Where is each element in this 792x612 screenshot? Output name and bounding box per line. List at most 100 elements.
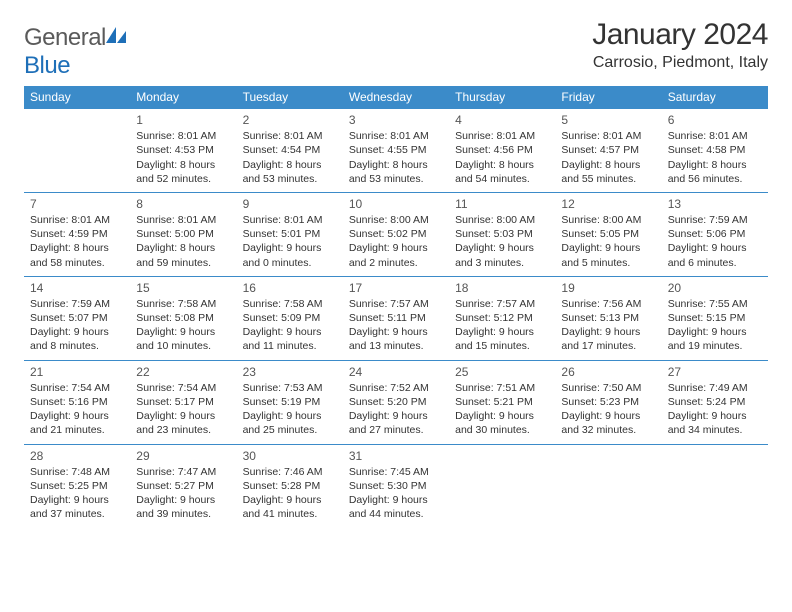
sunset-line: Sunset: 5:05 PM xyxy=(561,227,655,241)
sunset-line: Sunset: 5:30 PM xyxy=(349,479,443,493)
sunset-line: Sunset: 5:06 PM xyxy=(668,227,762,241)
day-number: 12 xyxy=(561,196,655,212)
day-number: 29 xyxy=(136,448,230,464)
brand-logo: GeneralBlue xyxy=(24,24,128,80)
calendar-week-row: 14Sunrise: 7:59 AMSunset: 5:07 PMDayligh… xyxy=(24,276,768,360)
calendar-day-cell: 12Sunrise: 8:00 AMSunset: 5:05 PMDayligh… xyxy=(555,192,661,276)
sunrise-line: Sunrise: 8:00 AM xyxy=(349,213,443,227)
sunset-line: Sunset: 4:53 PM xyxy=(136,143,230,157)
day-number: 9 xyxy=(243,196,337,212)
sunrise-line: Sunrise: 7:57 AM xyxy=(349,297,443,311)
sunrise-line: Sunrise: 7:52 AM xyxy=(349,381,443,395)
day-number: 18 xyxy=(455,280,549,296)
sunset-line: Sunset: 5:20 PM xyxy=(349,395,443,409)
calendar-day-cell: 11Sunrise: 8:00 AMSunset: 5:03 PMDayligh… xyxy=(449,192,555,276)
daylight-line: Daylight: 9 hours and 25 minutes. xyxy=(243,409,337,437)
day-number: 30 xyxy=(243,448,337,464)
sunset-line: Sunset: 4:55 PM xyxy=(349,143,443,157)
day-number: 20 xyxy=(668,280,762,296)
sunrise-line: Sunrise: 7:57 AM xyxy=(455,297,549,311)
daylight-line: Daylight: 8 hours and 56 minutes. xyxy=(668,158,762,186)
daylight-line: Daylight: 8 hours and 59 minutes. xyxy=(136,241,230,269)
sunset-line: Sunset: 5:19 PM xyxy=(243,395,337,409)
calendar-day-cell xyxy=(555,444,661,527)
sunset-line: Sunset: 5:25 PM xyxy=(30,479,124,493)
calendar-day-cell: 9Sunrise: 8:01 AMSunset: 5:01 PMDaylight… xyxy=(237,192,343,276)
calendar-day-cell: 28Sunrise: 7:48 AMSunset: 5:25 PMDayligh… xyxy=(24,444,130,527)
day-number: 16 xyxy=(243,280,337,296)
day-number: 1 xyxy=(136,112,230,128)
sunrise-line: Sunrise: 8:01 AM xyxy=(30,213,124,227)
calendar-week-row: 7Sunrise: 8:01 AMSunset: 4:59 PMDaylight… xyxy=(24,192,768,276)
day-number: 27 xyxy=(668,364,762,380)
sunrise-line: Sunrise: 8:00 AM xyxy=(561,213,655,227)
sunset-line: Sunset: 4:56 PM xyxy=(455,143,549,157)
sunrise-line: Sunrise: 7:54 AM xyxy=(30,381,124,395)
daylight-line: Daylight: 9 hours and 2 minutes. xyxy=(349,241,443,269)
sunrise-line: Sunrise: 7:55 AM xyxy=(668,297,762,311)
day-number: 25 xyxy=(455,364,549,380)
sunrise-line: Sunrise: 7:49 AM xyxy=(668,381,762,395)
day-number: 31 xyxy=(349,448,443,464)
daylight-line: Daylight: 9 hours and 15 minutes. xyxy=(455,325,549,353)
sunrise-line: Sunrise: 8:01 AM xyxy=(136,213,230,227)
calendar-day-cell: 27Sunrise: 7:49 AMSunset: 5:24 PMDayligh… xyxy=(662,360,768,444)
day-header: Friday xyxy=(555,86,661,109)
sunrise-line: Sunrise: 7:50 AM xyxy=(561,381,655,395)
sunrise-line: Sunrise: 7:48 AM xyxy=(30,465,124,479)
day-number: 6 xyxy=(668,112,762,128)
calendar-week-row: 21Sunrise: 7:54 AMSunset: 5:16 PMDayligh… xyxy=(24,360,768,444)
page-header: GeneralBlue January 2024 Carrosio, Piedm… xyxy=(24,18,768,80)
sunrise-line: Sunrise: 8:01 AM xyxy=(349,129,443,143)
calendar-day-cell: 8Sunrise: 8:01 AMSunset: 5:00 PMDaylight… xyxy=(130,192,236,276)
calendar-day-cell: 7Sunrise: 8:01 AMSunset: 4:59 PMDaylight… xyxy=(24,192,130,276)
calendar-day-cell: 20Sunrise: 7:55 AMSunset: 5:15 PMDayligh… xyxy=(662,276,768,360)
sunset-line: Sunset: 5:12 PM xyxy=(455,311,549,325)
daylight-line: Daylight: 8 hours and 55 minutes. xyxy=(561,158,655,186)
calendar-day-cell: 24Sunrise: 7:52 AMSunset: 5:20 PMDayligh… xyxy=(343,360,449,444)
sunset-line: Sunset: 5:02 PM xyxy=(349,227,443,241)
sunset-line: Sunset: 5:07 PM xyxy=(30,311,124,325)
sunset-line: Sunset: 4:58 PM xyxy=(668,143,762,157)
day-number: 22 xyxy=(136,364,230,380)
day-number: 3 xyxy=(349,112,443,128)
sunset-line: Sunset: 5:24 PM xyxy=(668,395,762,409)
calendar-day-cell: 21Sunrise: 7:54 AMSunset: 5:16 PMDayligh… xyxy=(24,360,130,444)
sunrise-line: Sunrise: 7:47 AM xyxy=(136,465,230,479)
calendar-day-cell: 2Sunrise: 8:01 AMSunset: 4:54 PMDaylight… xyxy=(237,109,343,193)
daylight-line: Daylight: 9 hours and 41 minutes. xyxy=(243,493,337,521)
daylight-line: Daylight: 9 hours and 8 minutes. xyxy=(30,325,124,353)
sunset-line: Sunset: 4:54 PM xyxy=(243,143,337,157)
sunset-line: Sunset: 5:15 PM xyxy=(668,311,762,325)
daylight-line: Daylight: 9 hours and 34 minutes. xyxy=(668,409,762,437)
day-number: 19 xyxy=(561,280,655,296)
daylight-line: Daylight: 8 hours and 58 minutes. xyxy=(30,241,124,269)
calendar-week-row: 28Sunrise: 7:48 AMSunset: 5:25 PM Dayligh… xyxy=(24,444,768,527)
calendar-day-cell: 5Sunrise: 8:01 AMSunset: 4:57 PMDaylight… xyxy=(555,109,661,193)
sunrise-line: Sunrise: 7:58 AM xyxy=(136,297,230,311)
daylight-line: Daylight: 8 hours and 53 minutes. xyxy=(243,158,337,186)
calendar-day-cell: 30Sunrise: 7:46 AMSunset: 5:28 PMDayligh… xyxy=(237,444,343,527)
calendar-day-cell: 23Sunrise: 7:53 AMSunset: 5:19 PMDayligh… xyxy=(237,360,343,444)
day-number: 4 xyxy=(455,112,549,128)
sunrise-line: Sunrise: 7:46 AM xyxy=(243,465,337,479)
daylight-line: Daylight: 9 hours and 23 minutes. xyxy=(136,409,230,437)
day-number: 5 xyxy=(561,112,655,128)
calendar-day-cell: 13Sunrise: 7:59 AMSunset: 5:06 PMDayligh… xyxy=(662,192,768,276)
daylight-line: Daylight: 9 hours and 44 minutes. xyxy=(349,493,443,521)
daylight-line: Daylight: 9 hours and 3 minutes. xyxy=(455,241,549,269)
calendar-day-cell: 25Sunrise: 7:51 AMSunset: 5:21 PMDayligh… xyxy=(449,360,555,444)
sunrise-line: Sunrise: 8:01 AM xyxy=(243,129,337,143)
daylight-line: Daylight: 9 hours and 0 minutes. xyxy=(243,241,337,269)
calendar-table: Sunday Monday Tuesday Wednesday Thursday… xyxy=(24,86,768,527)
day-number: 28 xyxy=(30,448,124,464)
daylight-line: Daylight: 9 hours and 6 minutes. xyxy=(668,241,762,269)
calendar-day-cell: 17Sunrise: 7:57 AMSunset: 5:11 PMDayligh… xyxy=(343,276,449,360)
daylight-line: Daylight: 9 hours and 30 minutes. xyxy=(455,409,549,437)
day-header: Thursday xyxy=(449,86,555,109)
sunrise-line: Sunrise: 7:59 AM xyxy=(30,297,124,311)
day-number: 26 xyxy=(561,364,655,380)
sunrise-line: Sunrise: 8:01 AM xyxy=(136,129,230,143)
daylight-line: Daylight: 9 hours and 32 minutes. xyxy=(561,409,655,437)
calendar-day-cell: 3Sunrise: 8:01 AMSunset: 4:55 PMDaylight… xyxy=(343,109,449,193)
